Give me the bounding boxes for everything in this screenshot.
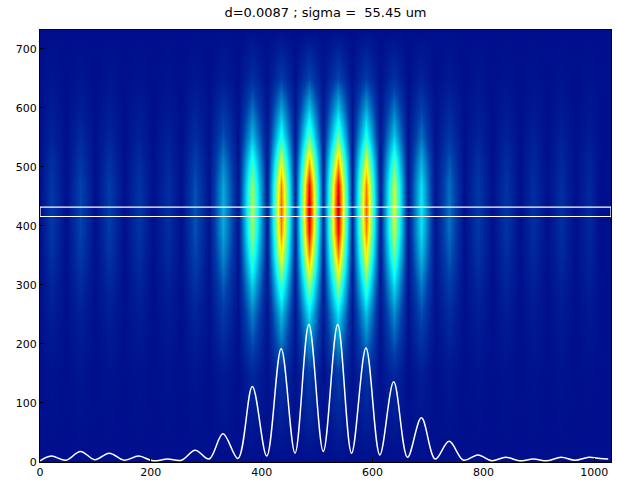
svg-text:0: 0	[30, 456, 37, 469]
svg-text:400: 400	[16, 220, 37, 233]
svg-text:1000: 1000	[580, 466, 608, 479]
svg-text:600: 600	[362, 466, 383, 479]
svg-text:100: 100	[16, 397, 37, 410]
svg-text:200: 200	[16, 338, 37, 351]
svg-text:200: 200	[140, 466, 161, 479]
svg-text:700: 700	[16, 43, 37, 56]
svg-text:0: 0	[37, 466, 44, 479]
svg-text:500: 500	[16, 161, 37, 174]
svg-text:400: 400	[251, 466, 272, 479]
svg-text:300: 300	[16, 279, 37, 292]
svg-text:600: 600	[16, 102, 37, 115]
svg-text:800: 800	[473, 466, 494, 479]
svg-text:d=0.0087 ; sigma = 55.45 um: d=0.0087 ; sigma = 55.45 um	[224, 5, 426, 20]
